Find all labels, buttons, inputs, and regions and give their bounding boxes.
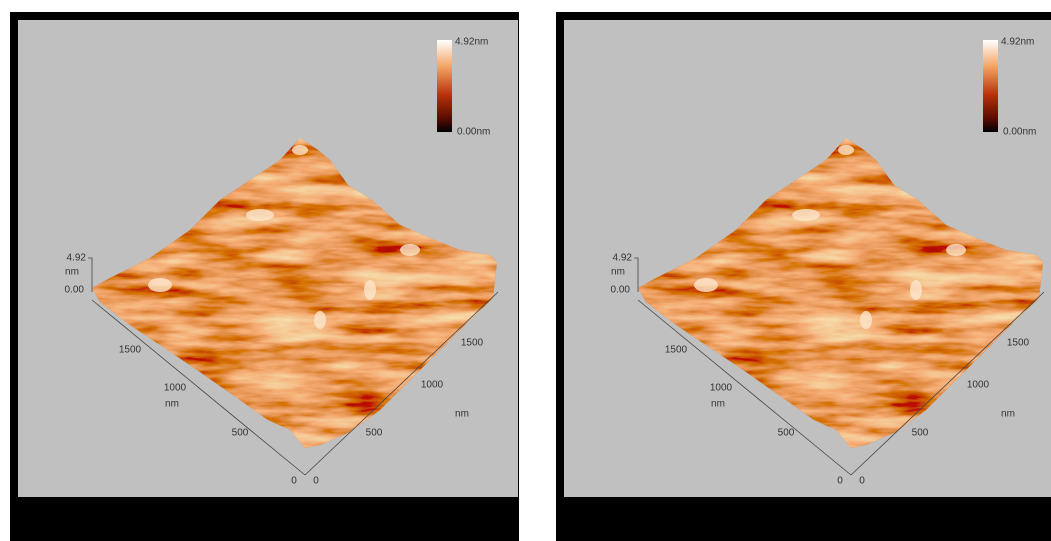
colorbar [983, 40, 998, 132]
right-tick-label: 500 [912, 428, 929, 439]
left-tick-label: 1500 [665, 345, 688, 356]
right-axis-unit: nm [1001, 409, 1015, 420]
z-min: 0.00 [611, 285, 631, 296]
right-tick-label: 1000 [967, 380, 990, 391]
surface-peak [400, 244, 420, 256]
right-tick-label: 1500 [461, 338, 484, 349]
right-tick-label: 500 [366, 428, 383, 439]
right-tick-label: 0 [313, 476, 319, 487]
surface-peak [292, 145, 308, 155]
afm-panel: 4.92nm0.00nm4.92nm0.00150010005000nm0500… [10, 12, 519, 541]
afm-figure: 4.92nm0.00nm4.92nm0.00150010005000nm0500… [0, 0, 1051, 541]
colorbar-max: 4.92nm [1001, 37, 1034, 48]
left-tick-label: 0 [837, 476, 843, 487]
right-tick-label: 1000 [421, 380, 444, 391]
colorbar-min: 0.00nm [1003, 127, 1036, 138]
left-axis-unit: nm [711, 399, 725, 410]
left-tick-label: 1500 [119, 345, 142, 356]
right-axis-unit: nm [455, 409, 469, 420]
z-max: 4.92 [67, 253, 87, 264]
afm-panel: 4.92nm0.00nm4.92nm0.00150010005000nm0500… [556, 12, 1051, 541]
left-axis-unit: nm [165, 399, 179, 410]
left-tick-label: 1000 [710, 383, 733, 394]
left-tick-label: 500 [232, 428, 249, 439]
surface-peak [246, 209, 274, 221]
surface-peak [694, 278, 718, 292]
z-max: 4.92 [613, 253, 633, 264]
z-unit: nm [611, 267, 625, 278]
surface-peak [860, 311, 872, 329]
surface-peak [364, 280, 376, 300]
right-tick-label: 1500 [1007, 338, 1030, 349]
right-tick-label: 0 [859, 476, 865, 487]
surface-peak [946, 244, 966, 256]
z-unit: nm [65, 267, 79, 278]
left-tick-label: 0 [291, 476, 297, 487]
surface-peak [910, 280, 922, 300]
colorbar-max: 4.92nm [455, 37, 488, 48]
colorbar-min: 0.00nm [457, 127, 490, 138]
z-min: 0.00 [65, 285, 85, 296]
surface-peak [838, 145, 854, 155]
surface-peak [314, 311, 326, 329]
surface-peak [148, 278, 172, 292]
colorbar [437, 40, 452, 132]
left-tick-label: 500 [778, 428, 795, 439]
left-tick-label: 1000 [164, 383, 187, 394]
surface-peak [792, 209, 820, 221]
